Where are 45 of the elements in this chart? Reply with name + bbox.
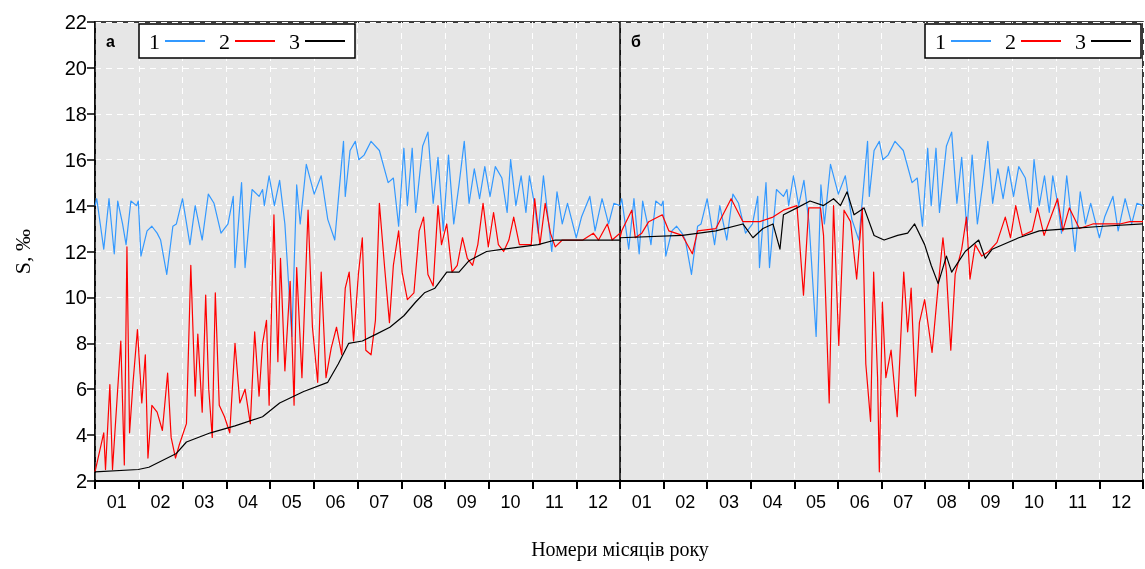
y-tick-label: 6 bbox=[75, 378, 87, 401]
y-tick-label: 10 bbox=[64, 286, 87, 309]
x-tick-label: 06 bbox=[325, 492, 346, 512]
x-tick-label: 04 bbox=[762, 492, 783, 512]
legend-label: 1 bbox=[935, 28, 946, 54]
x-tick-label: 09 bbox=[980, 492, 1001, 512]
y-tick-label: 22 bbox=[64, 11, 87, 33]
x-tick-label: 12 bbox=[1111, 492, 1132, 512]
x-tick-label: 08 bbox=[936, 492, 957, 512]
y-tick-label: 16 bbox=[64, 148, 87, 171]
x-tick-label: 09 bbox=[456, 492, 477, 512]
x-tick-label: 10 bbox=[500, 492, 521, 512]
y-tick-label: 4 bbox=[75, 424, 87, 447]
x-tick-label: 04 bbox=[238, 492, 259, 512]
x-tick-label: 07 bbox=[369, 492, 390, 512]
x-tick-label: 12 bbox=[588, 492, 609, 512]
x-axis-title: Номери місяців року bbox=[530, 538, 710, 561]
x-tick-label: 01 bbox=[106, 492, 127, 512]
y-tick-label: 8 bbox=[75, 332, 87, 355]
x-tick-label: 08 bbox=[413, 492, 434, 512]
legend-label: 2 bbox=[219, 28, 230, 54]
x-tick-label: 01 bbox=[631, 492, 652, 512]
x-tick-label: 11 bbox=[545, 492, 564, 512]
y-tick-label: 14 bbox=[64, 194, 87, 217]
y-tick-label: 18 bbox=[64, 102, 87, 125]
x-tick-label: 03 bbox=[194, 492, 215, 512]
text: б bbox=[631, 32, 641, 50]
x-tick-label: 07 bbox=[893, 492, 914, 512]
legend-label: 3 bbox=[289, 28, 300, 54]
x-tick-label: 11 bbox=[1068, 492, 1087, 512]
y-tick-label: 12 bbox=[64, 240, 87, 263]
x-tick-label: 02 bbox=[675, 492, 696, 512]
legend-label: 2 bbox=[1005, 28, 1016, 54]
y-tick-label: 2 bbox=[75, 470, 87, 492]
x-tick-label: 10 bbox=[1024, 492, 1045, 512]
x-tick-label: 06 bbox=[849, 492, 870, 512]
x-tick-label: 02 bbox=[150, 492, 171, 512]
y-tick-label: 20 bbox=[64, 56, 87, 79]
x-tick-label: 05 bbox=[281, 492, 302, 512]
x-tick-label: 03 bbox=[718, 492, 739, 512]
text: а bbox=[106, 32, 115, 50]
y-axis-title: S, ‰ bbox=[9, 228, 35, 275]
x-tick-label: 05 bbox=[806, 492, 827, 512]
legend-label: 3 bbox=[1075, 28, 1086, 54]
legend-label: 1 bbox=[149, 28, 160, 54]
